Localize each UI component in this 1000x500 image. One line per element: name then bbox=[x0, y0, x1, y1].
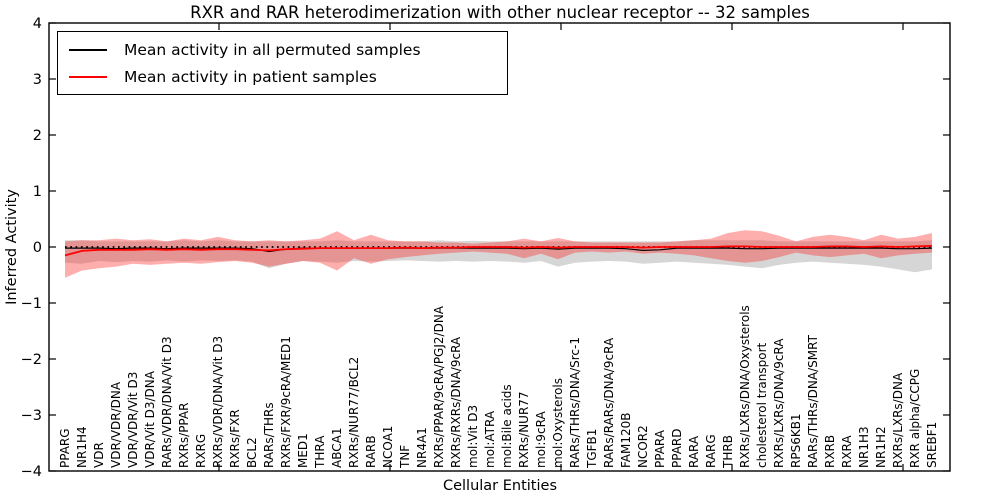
x-category-label: PPARG bbox=[58, 428, 72, 468]
x-category-label: VDR bbox=[92, 442, 106, 468]
x-category-label: THRA bbox=[313, 435, 327, 469]
legend-entry-label: Mean activity in patient samples bbox=[124, 67, 377, 86]
y-tick-label: 3 bbox=[33, 72, 42, 88]
x-category-label: RXRs/NUR77 bbox=[517, 391, 531, 468]
x-category-label: RXRs/FXR/9cRA/MED1 bbox=[279, 336, 293, 468]
x-category-label: RXRs/VDR/DNA/Vit D3 bbox=[211, 336, 225, 468]
x-category-label: RARA bbox=[687, 435, 701, 468]
x-axis-label: Cellular Entities bbox=[442, 478, 558, 494]
x-category-label: RXRs/RXRs/DNA/9cRA bbox=[449, 336, 463, 468]
y-tick-label: 4 bbox=[33, 16, 42, 32]
x-category-label: FAM120B bbox=[619, 413, 633, 469]
x-category-label: RARB bbox=[364, 435, 378, 468]
x-category-label: mol:ATRA bbox=[483, 410, 497, 468]
x-category-label: RARs/THRs/DNA/SMRT bbox=[806, 334, 820, 468]
x-category-label: SREBF1 bbox=[925, 422, 939, 468]
x-category-label: RXRs/LXRs/DNA bbox=[891, 372, 905, 468]
permuted-mean-line bbox=[65, 247, 933, 253]
y-tick-label: 2 bbox=[33, 128, 42, 144]
x-category-label: RXRG bbox=[194, 434, 208, 468]
x-category-label: TGFB1 bbox=[585, 429, 599, 469]
patient-mean-line bbox=[64, 245, 933, 257]
y-tick-label: −1 bbox=[21, 296, 42, 312]
x-category-label: RARs/THRs bbox=[262, 402, 276, 468]
x-category-label: VDR/Vit D3/DNA bbox=[143, 370, 157, 468]
y-tick-label: 0 bbox=[33, 240, 42, 256]
x-category-label: PPARA bbox=[653, 429, 667, 468]
x-category-label: NR1H3 bbox=[857, 426, 871, 468]
legend-entry-label: Mean activity in all permuted samples bbox=[124, 40, 421, 59]
x-category-label: THRB bbox=[721, 435, 735, 469]
x-category-label: RXRs/LXRs/DNA/Oxysterols bbox=[738, 305, 752, 468]
x-category-label: ABCA1 bbox=[330, 428, 344, 468]
x-category-label: RXRs/PPAR bbox=[177, 403, 191, 468]
x-category-label: NR4A1 bbox=[415, 427, 429, 468]
x-category-label: NR1H4 bbox=[75, 426, 89, 468]
x-category-label: BCL2 bbox=[245, 437, 259, 468]
x-category-label: RARs/RARs/DNA/9cRA bbox=[602, 337, 616, 468]
x-category-label: RXRs/NUR77/BCL2 bbox=[347, 357, 361, 468]
x-category-label: mol:Bile acids bbox=[500, 384, 514, 468]
legend-line-sample bbox=[69, 75, 107, 78]
x-category-label: RARs/VDR/DNA/Vit D3 bbox=[160, 336, 174, 468]
x-category-label: mol:Oxysterols bbox=[551, 378, 565, 468]
x-category-label: MED1 bbox=[296, 433, 310, 468]
x-category-label: VDR/VDR/Vit D3 bbox=[126, 372, 140, 468]
x-category-label: RXRs/LXRs/DNA/9cRA bbox=[772, 338, 786, 468]
x-category-label: mol:9cRA bbox=[534, 411, 548, 468]
legend-line-sample bbox=[69, 48, 107, 51]
x-category-label: RXRB bbox=[823, 435, 837, 468]
legend-entry: Mean activity in patient samples bbox=[58, 64, 507, 90]
x-category-label: NCOR2 bbox=[636, 425, 650, 468]
x-category-label: PPARD bbox=[670, 429, 684, 469]
y-tick-label: −2 bbox=[21, 352, 42, 368]
chart-title: RXR and RAR heterodimerization with othe… bbox=[190, 3, 810, 22]
x-category-label: RXRs/FXR bbox=[228, 409, 242, 468]
x-category-label: NR1H2 bbox=[874, 426, 888, 468]
legend: Mean activity in all permuted samples Mea… bbox=[57, 31, 508, 95]
x-category-label: RXR alpha/CCPG bbox=[908, 369, 922, 468]
x-category-label: VDR/VDR/DNA bbox=[109, 381, 123, 468]
y-tick-label: −3 bbox=[21, 408, 42, 424]
x-category-label: cholesterol transport bbox=[755, 342, 769, 468]
x-category-label: NCOA1 bbox=[381, 426, 395, 468]
x-category-label: RXRs/PPAR/9cRA/PGJ2/DNA bbox=[432, 305, 446, 468]
x-category-label: mol:Vit D3 bbox=[466, 405, 480, 468]
x-category-label: TNF bbox=[398, 445, 412, 469]
y-tick-label: 1 bbox=[33, 184, 42, 200]
patient-std-band bbox=[65, 230, 932, 278]
legend-entry: Mean activity in all permuted samples bbox=[58, 37, 507, 63]
y-tick-label: −4 bbox=[21, 464, 42, 480]
x-category-label: RARG bbox=[704, 434, 718, 468]
x-category-label: RARs/THRs/DNA/Src-1 bbox=[568, 337, 582, 468]
x-category-label: RPS6KB1 bbox=[789, 413, 803, 468]
x-category-label: RXRA bbox=[840, 435, 854, 468]
